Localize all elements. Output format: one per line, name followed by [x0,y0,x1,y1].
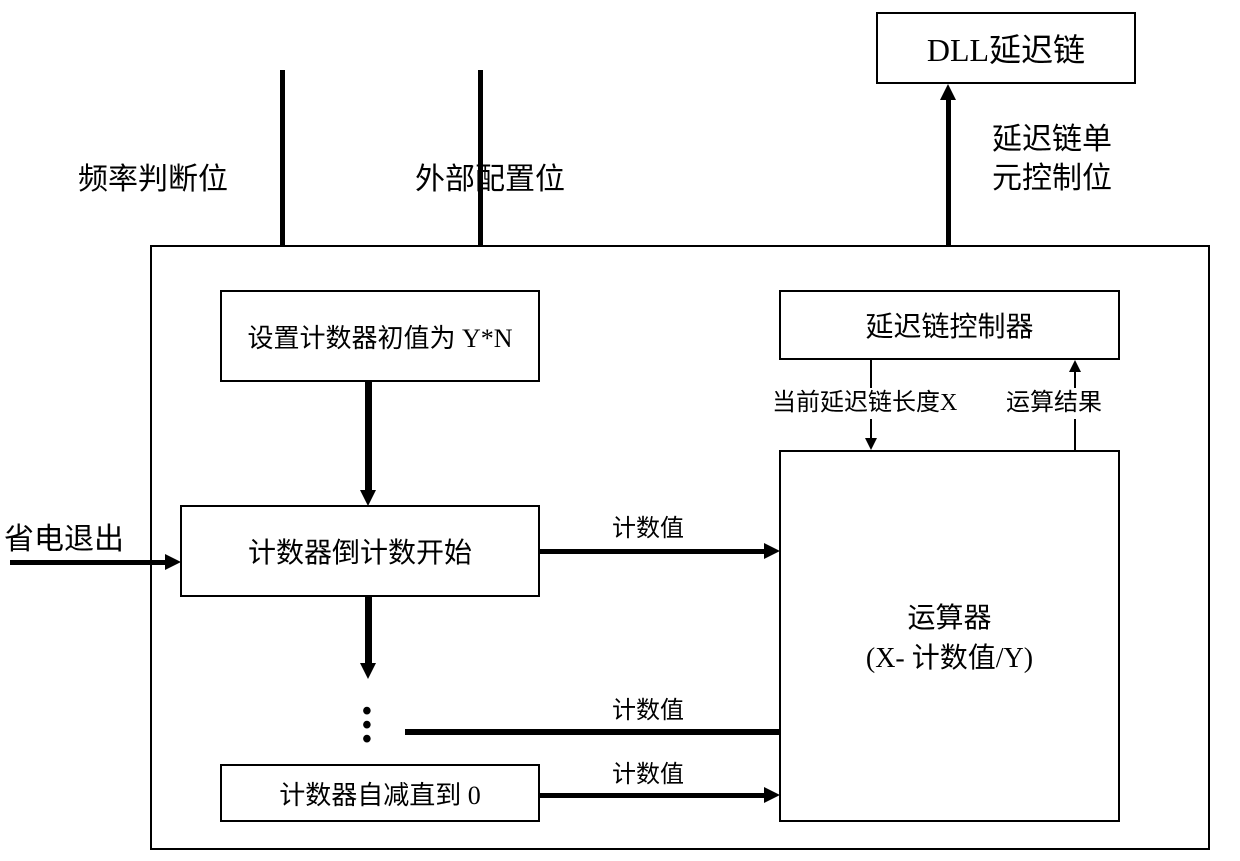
arrow-head-alu-delay [1069,360,1081,372]
arrow-line-cv1 [540,549,764,554]
vertical-dots: ••• [362,705,372,747]
arrow-head-to-dll [940,84,956,100]
count-val2-label: 计数值 [612,696,684,727]
count-val1-label: 计数值 [612,514,684,545]
cur-delay-len-label: 当前延迟链长度X [770,388,959,419]
arrow-head-start-dots [360,663,376,679]
delay-ctrl-box: 延迟链控制器 [779,290,1120,360]
arrow-head-init-start [360,490,376,506]
arrow-line-cv2 [405,729,779,735]
ext-config-label: 外部配置位 [415,160,565,199]
delay-ctrl-label: 延迟链控制器 [865,305,1033,345]
counter-start-box: 计数器倒计数开始 [180,505,540,597]
counter-init-label: 设置计数器初值为 Y*N [247,318,512,355]
arrow-head-power [165,554,181,570]
arrow-line-cv3 [540,793,764,798]
arrow-head-cv1 [764,543,780,559]
counter-dec-label: 计数器自减直到 0 [279,775,481,812]
arrow-head-cv3 [764,787,780,803]
counter-start-label: 计数器倒计数开始 [248,531,472,571]
calc-result-label: 运算结果 [1004,388,1104,419]
freq-judge-label: 频率判断位 [78,160,228,199]
alu-box: 运算器 (X- 计数值/Y) [779,450,1120,822]
counter-init-box: 设置计数器初值为 Y*N [220,290,540,382]
arrow-line-init-start [365,382,372,490]
counter-dec-box: 计数器自减直到 0 [220,764,540,822]
delay-unit-ctrl-label: 延迟链单 元控制位 [992,120,1112,198]
power-exit-label: 省电退出 [4,520,124,559]
arrow-line-power [10,560,165,565]
arrow-line-start-dots [365,597,372,663]
arrow-line-to-dll [946,100,951,245]
count-val3-label: 计数值 [612,760,684,791]
alu-label: 运算器 (X- 计数值/Y) [866,596,1033,676]
dll-delay-chain-label: DLL延迟链 [927,25,1085,71]
arrow-head-delay-alu [865,438,877,450]
dll-delay-chain-box: DLL延迟链 [876,12,1136,84]
